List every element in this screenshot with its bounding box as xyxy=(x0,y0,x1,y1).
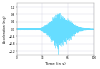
Y-axis label: Acceleration (in g): Acceleration (in g) xyxy=(4,15,8,43)
X-axis label: Time (in s): Time (in s) xyxy=(45,62,66,66)
